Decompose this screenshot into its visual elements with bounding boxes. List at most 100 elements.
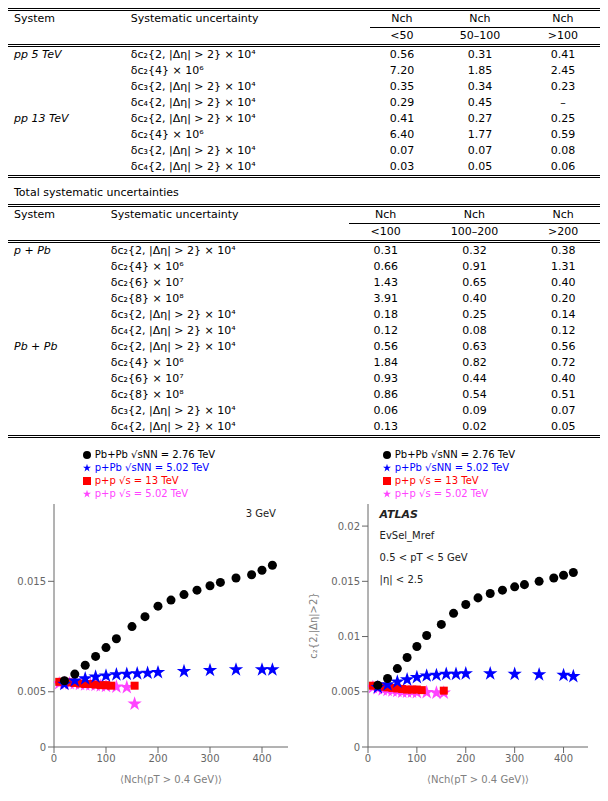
html-text:0.07: 0.07 xyxy=(389,144,415,157)
html-text:Systematic uncertainty: Systematic uncertainty xyxy=(110,208,239,222)
svg-text:0.015: 0.015 xyxy=(17,576,46,587)
html-text:0.12: 0.12 xyxy=(373,324,398,337)
svg-text:300: 300 xyxy=(505,753,524,764)
html-text:Nch: Nch xyxy=(463,208,485,221)
html-text:6.40: 6.40 xyxy=(389,128,415,141)
html-text:0.65: 0.65 xyxy=(462,276,487,289)
svg-text:0.005: 0.005 xyxy=(331,686,360,697)
html-text:0.20: 0.20 xyxy=(550,292,576,305)
svg-text:100: 100 xyxy=(96,753,115,764)
html-text:δc₂{4} × 10⁶: δc₂{4} × 10⁶ xyxy=(130,128,204,141)
svg-text:200: 200 xyxy=(148,753,167,764)
svg-text:0: 0 xyxy=(354,742,360,753)
html-text:0.25: 0.25 xyxy=(550,112,576,125)
svg-text:ATLAS: ATLAS xyxy=(379,508,418,521)
html-text:0.45: 0.45 xyxy=(467,96,493,109)
svg-text:⟨Nch(pT > 0.4 GeV)⟩: ⟨Nch(pT > 0.4 GeV)⟩ xyxy=(120,774,222,785)
svg-text:300: 300 xyxy=(200,753,219,764)
html-text:50–100: 50–100 xyxy=(459,29,501,42)
html-text:Nch: Nch xyxy=(552,208,574,221)
html-text:pp 13 TeV: pp 13 TeV xyxy=(14,112,69,125)
html-text:0.06: 0.06 xyxy=(550,160,576,173)
html-text:0.05: 0.05 xyxy=(467,160,493,173)
html-text:<50: <50 xyxy=(390,29,414,42)
html-text:Systematic uncertainty: Systematic uncertainty xyxy=(130,12,259,26)
html-text:0.91: 0.91 xyxy=(462,260,487,273)
html-text:δc₂{8} × 10⁸: δc₂{8} × 10⁸ xyxy=(110,292,184,305)
svg-text:0.005: 0.005 xyxy=(17,686,46,697)
svg-text:400: 400 xyxy=(252,753,271,764)
html-text:0.41: 0.41 xyxy=(550,48,576,61)
svg-text:400: 400 xyxy=(554,753,573,764)
html-text:0.40: 0.40 xyxy=(462,292,487,305)
html-text:>200: >200 xyxy=(548,225,579,238)
html-text:0.03: 0.03 xyxy=(389,160,415,173)
html-text:Nch: Nch xyxy=(552,12,574,25)
html-text:δc₃{2, |Δη| > 2} × 10⁴: δc₃{2, |Δη| > 2} × 10⁴ xyxy=(130,80,256,93)
html-text:0.14: 0.14 xyxy=(550,308,576,321)
svg-text:0.01: 0.01 xyxy=(338,631,360,642)
html-text:0.56: 0.56 xyxy=(389,48,415,61)
svg-text:c₂{2,|Δη|>2}: c₂{2,|Δη|>2} xyxy=(308,592,320,658)
html-text:1.85: 1.85 xyxy=(467,64,493,77)
svg-text:3 GeV: 3 GeV xyxy=(246,508,276,519)
html-text:0.31: 0.31 xyxy=(467,48,493,61)
html-text:0.08: 0.08 xyxy=(550,144,576,157)
html-text:δc₄{2, |Δη| > 2} × 10⁴: δc₄{2, |Δη| > 2} × 10⁴ xyxy=(130,96,256,109)
html-text:0.34: 0.34 xyxy=(467,80,493,93)
html-text:δc₂{4} × 10⁶: δc₂{4} × 10⁶ xyxy=(130,64,204,77)
html-text:Nch: Nch xyxy=(469,12,491,25)
html-text:1.77: 1.77 xyxy=(467,128,493,141)
svg-text:100: 100 xyxy=(407,753,426,764)
html-text:0.25: 0.25 xyxy=(462,308,487,321)
html-text:0.08: 0.08 xyxy=(462,324,487,337)
html-text:0.32: 0.32 xyxy=(462,244,487,257)
html-text:0.41: 0.41 xyxy=(389,112,415,125)
svg-text:EvSel_Mref: EvSel_Mref xyxy=(380,530,435,542)
html-text:1.31: 1.31 xyxy=(550,260,576,273)
html-text:Nch: Nch xyxy=(391,12,413,25)
html-text:0.31: 0.31 xyxy=(373,244,398,257)
html-text:δc₃{2, |Δη| > 2} × 10⁴: δc₃{2, |Δη| > 2} × 10⁴ xyxy=(130,144,256,157)
html-text:100–200: 100–200 xyxy=(450,225,499,238)
html-text:δc₂{6} × 10⁷: δc₂{6} × 10⁷ xyxy=(110,276,184,289)
html-text:0.27: 0.27 xyxy=(467,112,493,125)
html-text:0.29: 0.29 xyxy=(389,96,415,109)
html-text:p + Pb: p + Pb xyxy=(14,244,51,257)
html-text:0.66: 0.66 xyxy=(373,260,398,273)
html-text:Total systematic uncertainties: Total systematic uncertainties xyxy=(14,186,179,199)
html-text:δc₂{4} × 10⁶: δc₂{4} × 10⁶ xyxy=(110,260,184,273)
svg-text:⟨Nch(pT > 0.4 GeV)⟩: ⟨Nch(pT > 0.4 GeV)⟩ xyxy=(427,774,529,785)
html-text:>100: >100 xyxy=(547,29,579,42)
html-text:0.07: 0.07 xyxy=(467,144,493,157)
html-text:0.40: 0.40 xyxy=(550,276,576,289)
svg-text:0.02: 0.02 xyxy=(338,521,360,532)
svg-text:0: 0 xyxy=(40,742,46,753)
html-text:System: System xyxy=(14,12,55,26)
html-text:δc₂{2, |Δη| > 2} × 10⁴: δc₂{2, |Δη| > 2} × 10⁴ xyxy=(130,112,256,125)
html-text:System: System xyxy=(14,208,55,222)
html-text:0.59: 0.59 xyxy=(550,128,576,141)
html-text:δc₄{2, |Δη| > 2} × 10⁴: δc₄{2, |Δη| > 2} × 10⁴ xyxy=(110,324,236,337)
html-text:δc₂{2, |Δη| > 2} × 10⁴: δc₂{2, |Δη| > 2} × 10⁴ xyxy=(130,48,256,61)
svg-text:|η| < 2.5: |η| < 2.5 xyxy=(380,574,424,586)
html-text:3.91: 3.91 xyxy=(373,292,398,305)
html-text:0.35: 0.35 xyxy=(389,80,415,93)
html-text:0.38: 0.38 xyxy=(550,244,576,257)
svg-text:0: 0 xyxy=(51,753,57,764)
html-text:<100: <100 xyxy=(370,225,401,238)
html-text:Nch: Nch xyxy=(375,208,397,221)
svg-text:0.015: 0.015 xyxy=(331,576,360,587)
html-text:0.23: 0.23 xyxy=(550,80,576,93)
html-text:1.43: 1.43 xyxy=(373,276,398,289)
html-text:0.18: 0.18 xyxy=(373,308,398,321)
svg-text:0: 0 xyxy=(365,753,371,764)
html-text:pp 5 TeV: pp 5 TeV xyxy=(14,48,62,61)
html-text:δc₃{2, |Δη| > 2} × 10⁴: δc₃{2, |Δη| > 2} × 10⁴ xyxy=(110,308,236,321)
svg-text:200: 200 xyxy=(456,753,475,764)
svg-text:0.5 < pT < 5 GeV: 0.5 < pT < 5 GeV xyxy=(380,552,468,563)
html-text:2.45: 2.45 xyxy=(550,64,576,77)
html-text:δc₄{2, |Δη| > 2} × 10⁴: δc₄{2, |Δη| > 2} × 10⁴ xyxy=(130,160,256,173)
html-text:7.20: 7.20 xyxy=(389,64,415,77)
html-text:δc₂{2, |Δη| > 2} × 10⁴: δc₂{2, |Δη| > 2} × 10⁴ xyxy=(110,244,236,257)
